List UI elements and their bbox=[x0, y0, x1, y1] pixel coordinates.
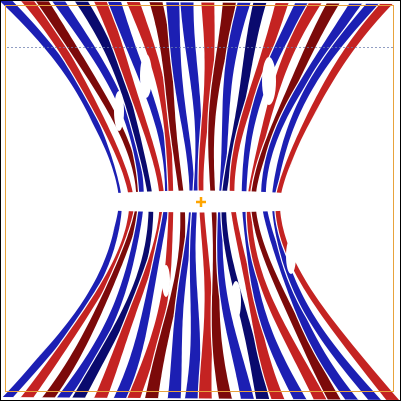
surface-hole bbox=[162, 265, 170, 297]
surface-hole bbox=[286, 238, 296, 274]
surface-band bbox=[143, 1, 187, 400]
surface-band bbox=[216, 1, 256, 400]
surface-band bbox=[240, 1, 313, 400]
surface-hole bbox=[262, 57, 276, 105]
surface-band bbox=[15, 1, 136, 400]
bounding-box-frame bbox=[5, 5, 394, 392]
surface-band bbox=[245, 1, 330, 400]
bounding-box bbox=[5, 5, 394, 392]
surface-hole bbox=[114, 91, 124, 131]
surface-band bbox=[90, 1, 166, 400]
surface-hole bbox=[140, 54, 152, 98]
surface-hole bbox=[231, 281, 241, 321]
surface-band bbox=[164, 1, 196, 400]
center-marker-icon[interactable] bbox=[196, 197, 206, 207]
surface-band bbox=[30, 1, 143, 400]
surface-band bbox=[270, 1, 388, 400]
surface-band bbox=[259, 1, 369, 400]
surface-band bbox=[207, 1, 238, 400]
